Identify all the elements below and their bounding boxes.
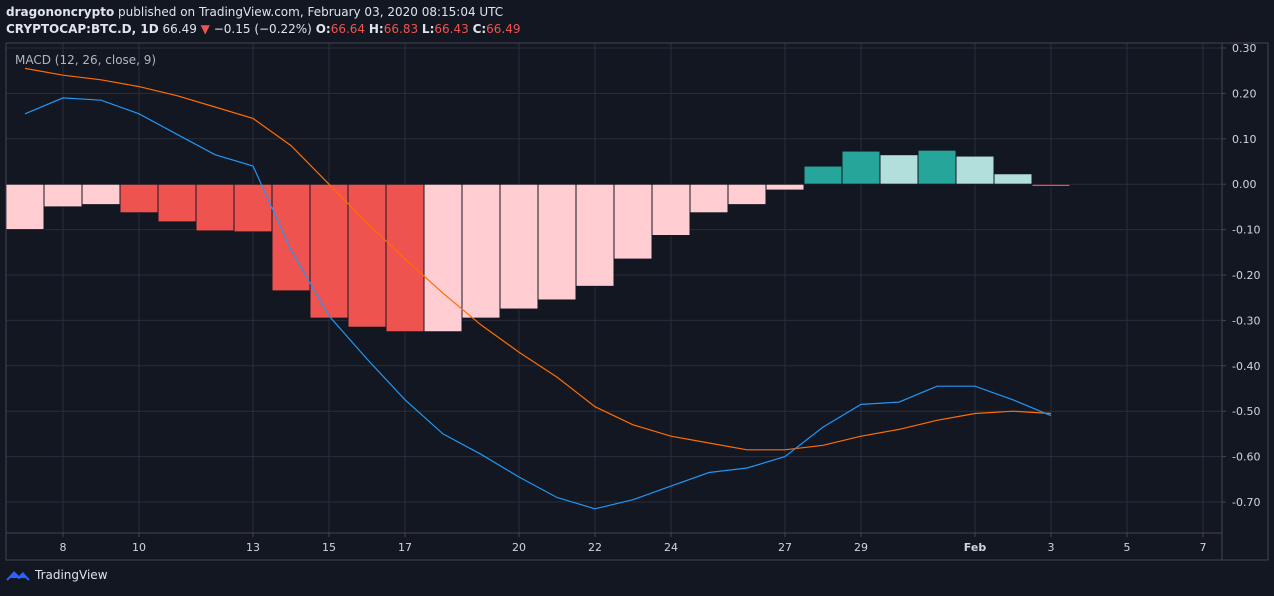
- price-tick-label: -0.40: [1232, 360, 1260, 373]
- low-label: L:: [421, 22, 435, 36]
- indicator-legend[interactable]: MACD (12, 26, close, 9): [15, 53, 157, 67]
- time-axis[interactable]: 8 10 13 15 17 20 22 24 27 29 Feb 3 5 7: [60, 533, 1207, 554]
- price-tick-label: -0.50: [1232, 405, 1260, 418]
- time-tick-label: 7: [1200, 541, 1207, 554]
- histogram-bar: [537, 183, 577, 301]
- chart-border: [5, 42, 1269, 561]
- histogram-bar: [309, 183, 349, 319]
- time-tick-label: 24: [664, 541, 678, 554]
- price-tick-label: 0.30: [1232, 42, 1257, 55]
- histogram-bar: [119, 183, 159, 214]
- histogram-bar: [879, 154, 919, 185]
- price-tick-label: -0.20: [1232, 269, 1260, 282]
- time-tick-label: 22: [588, 541, 602, 554]
- last-price: 66.49: [162, 22, 197, 36]
- symbol-info: CRYPTOCAP:BTC.D, 1D 66.49 ▼ −0.15 (−0.22…: [6, 22, 521, 36]
- time-tick-label: 5: [1124, 541, 1131, 554]
- histogram-bar: [423, 183, 463, 333]
- histogram-bar: [43, 183, 83, 208]
- price-tick-label: -0.30: [1232, 314, 1260, 327]
- histogram-bar: [955, 155, 995, 185]
- time-tick-label: 27: [778, 541, 792, 554]
- time-tick-label: 17: [398, 541, 412, 554]
- time-tick-label: 3: [1048, 541, 1055, 554]
- histogram-bar: [461, 183, 501, 319]
- time-tick-label: Feb: [964, 541, 987, 554]
- symbol-name[interactable]: CRYPTOCAP:BTC.D, 1D: [6, 22, 159, 36]
- tradingview-logo-icon: [6, 571, 30, 581]
- high-value: 66.83: [383, 22, 419, 36]
- histogram-bar: [575, 183, 615, 287]
- time-tick-label: 29: [854, 541, 868, 554]
- price-axis[interactable]: 0.30 0.20 0.10 0.00 -0.10 -0.20 -0.30 -0.40 -0.5…: [1222, 42, 1260, 509]
- histogram-bar: [1031, 183, 1071, 187]
- histogram-bar: [271, 183, 311, 292]
- close-value: 66.49: [486, 22, 521, 36]
- time-tick-label: 8: [60, 541, 67, 554]
- chart-frame: [5, 42, 1269, 561]
- price-tick-label: -0.60: [1232, 451, 1260, 464]
- histogram-bar: [689, 183, 729, 214]
- histogram-bar: [993, 173, 1033, 185]
- histogram: [5, 149, 1071, 333]
- histogram-bar: [651, 183, 691, 237]
- histogram-bar: [233, 183, 273, 233]
- publisher-name[interactable]: dragononcrypto: [6, 5, 115, 19]
- histogram-bar: [765, 183, 805, 191]
- histogram-bar: [5, 183, 45, 231]
- time-tick-label: 15: [322, 541, 336, 554]
- open-value: 66.64: [330, 22, 366, 36]
- price-tick-label: 0.00: [1232, 178, 1257, 191]
- low-value: 66.43: [434, 22, 469, 36]
- histogram-bar: [195, 183, 235, 232]
- brand-name: TradingView: [35, 568, 108, 582]
- price-tick-label: -0.70: [1232, 496, 1260, 509]
- histogram-bar: [917, 149, 957, 185]
- histogram-bar: [499, 183, 539, 310]
- macd-line: [24, 97, 1052, 510]
- close-label: C:: [472, 22, 487, 36]
- publish-info: dragononcrypto published on TradingView.…: [6, 5, 503, 19]
- histogram-bar: [81, 183, 121, 206]
- signal-line: [24, 67, 1052, 451]
- histogram-bar: [347, 183, 387, 328]
- histogram-bar: [385, 183, 425, 333]
- histogram-bar: [803, 165, 843, 185]
- price-tick-label: 0.20: [1232, 87, 1257, 100]
- footer-brand[interactable]: TradingView: [6, 568, 108, 582]
- histogram-bar: [157, 183, 197, 223]
- time-tick-label: 13: [246, 541, 260, 554]
- histogram-bar: [841, 150, 881, 185]
- time-tick-label: 10: [132, 541, 146, 554]
- histogram-bar: [727, 183, 767, 206]
- price-tick-label: -0.10: [1232, 224, 1260, 237]
- high-label: H:: [368, 22, 384, 36]
- grid: [6, 43, 1222, 533]
- published-text: published on TradingView.com, February 0…: [118, 5, 504, 19]
- open-label: O:: [315, 22, 331, 36]
- price-tick-label: 0.10: [1232, 133, 1257, 146]
- time-tick-label: 20: [512, 541, 526, 554]
- histogram-bar: [613, 183, 653, 260]
- price-change: −0.15 (−0.22%): [213, 22, 312, 36]
- down-arrow-icon: ▼: [200, 22, 210, 36]
